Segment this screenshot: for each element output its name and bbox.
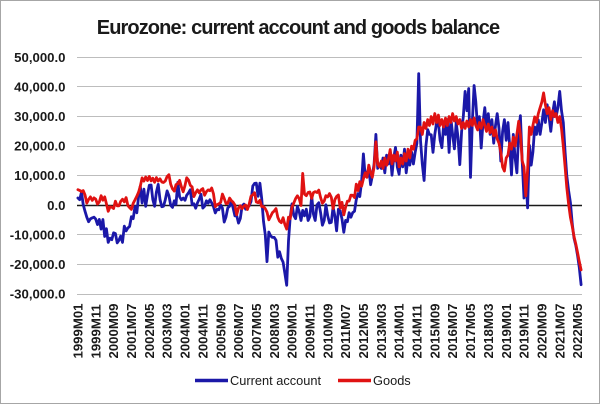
svg-text:50,000.0: 50,000.0 (14, 50, 65, 65)
svg-text:-10,000.0: -10,000.0 (10, 227, 66, 242)
svg-text:2019M01: 2019M01 (499, 304, 514, 359)
svg-text:2015M09: 2015M09 (427, 304, 442, 359)
svg-text:10,000.0: 10,000.0 (14, 168, 65, 183)
svg-text:2011M07: 2011M07 (338, 304, 353, 358)
svg-text:1999M01: 1999M01 (71, 304, 86, 359)
svg-text:2014M11: 2014M11 (410, 304, 425, 358)
svg-text:Goods: Goods (373, 373, 411, 388)
svg-text:-30,000.0: -30,000.0 (10, 287, 66, 302)
svg-text:30,000.0: 30,000.0 (14, 109, 65, 124)
svg-text:2001M07: 2001M07 (124, 304, 139, 359)
svg-text:2010M09: 2010M09 (320, 304, 335, 359)
svg-text:2002M05: 2002M05 (142, 304, 157, 359)
svg-text:2013M03: 2013M03 (374, 304, 389, 359)
svg-text:1999M11: 1999M11 (88, 304, 103, 358)
svg-text:2021M07: 2021M07 (552, 304, 567, 359)
svg-text:2005M09: 2005M09 (213, 304, 228, 359)
svg-text:Eurozone: current account and: Eurozone: current account and goods bala… (97, 17, 500, 39)
svg-text:2006M07: 2006M07 (231, 304, 246, 359)
svg-text:0.0: 0.0 (47, 198, 65, 213)
svg-text:2018M03: 2018M03 (481, 304, 496, 359)
svg-text:2009M01: 2009M01 (285, 304, 300, 359)
svg-text:2004M11: 2004M11 (195, 304, 210, 358)
svg-text:-20,000.0: -20,000.0 (10, 257, 66, 272)
svg-text:2007M05: 2007M05 (249, 304, 264, 359)
svg-text:2017M05: 2017M05 (463, 304, 478, 359)
svg-text:2003M03: 2003M03 (160, 304, 175, 359)
svg-text:2014M01: 2014M01 (392, 304, 407, 359)
svg-text:Current account: Current account (230, 373, 321, 388)
svg-text:2008M03: 2008M03 (267, 304, 282, 359)
svg-text:20,000.0: 20,000.0 (14, 139, 65, 154)
svg-text:2009M11: 2009M11 (303, 304, 318, 358)
svg-text:2019M11: 2019M11 (517, 304, 532, 358)
svg-text:2022M05: 2022M05 (570, 304, 585, 359)
svg-text:2016M07: 2016M07 (445, 304, 460, 359)
svg-text:2012M05: 2012M05 (356, 304, 371, 359)
svg-text:40,000.0: 40,000.0 (14, 79, 65, 94)
svg-text:2004M01: 2004M01 (178, 304, 193, 359)
svg-text:2020M09: 2020M09 (535, 304, 550, 359)
svg-text:2000M09: 2000M09 (106, 304, 121, 359)
